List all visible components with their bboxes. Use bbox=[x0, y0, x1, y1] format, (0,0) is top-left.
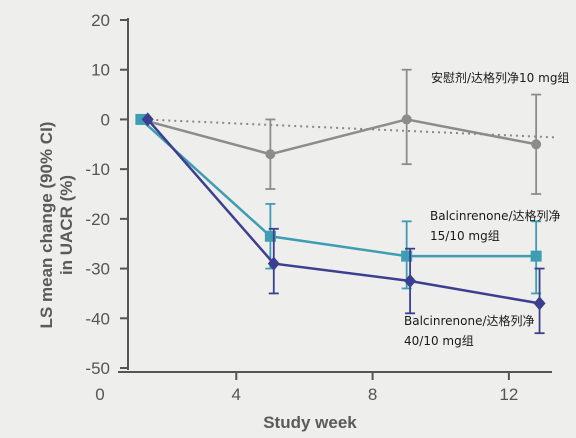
series-label-3: 40/10 mg组 bbox=[404, 334, 474, 348]
series-label-1: 安慰剂/达格列净10 mg组 bbox=[431, 70, 569, 85]
y-axis-title: LS mean change (90% CI) in UACR (%) bbox=[37, 122, 76, 329]
series-label-3: Balcinrenone/达格列净 bbox=[404, 313, 535, 328]
series bbox=[135, 68, 546, 335]
data-point bbox=[141, 112, 154, 127]
data-point bbox=[531, 139, 542, 150]
data-point bbox=[267, 256, 280, 271]
data-point bbox=[404, 274, 417, 288]
series-line bbox=[146, 118, 540, 305]
y-tick-label: -50 bbox=[85, 359, 110, 378]
y-axis-title-line2: in UACR (%) bbox=[57, 175, 76, 275]
y-tick-label: 0 bbox=[101, 110, 110, 129]
data-point bbox=[401, 250, 413, 262]
series-label-2: Balcinrenone/达格列净 bbox=[430, 208, 561, 223]
y-tick-label: -30 bbox=[85, 260, 110, 279]
y-tick-label: -20 bbox=[85, 210, 110, 229]
x-tick-label: 4 bbox=[232, 385, 241, 404]
series-3 bbox=[141, 112, 546, 335]
data-point bbox=[530, 250, 542, 262]
data-point bbox=[264, 230, 276, 242]
x-tick-label: 0 bbox=[95, 385, 104, 404]
series-line bbox=[140, 118, 537, 258]
series-labels: 安慰剂/达格列净10 mg组 Balcinrenone/达格列净 15/10 mg组… bbox=[404, 70, 569, 348]
y-tick-label: -40 bbox=[85, 309, 110, 328]
axes bbox=[118, 18, 552, 373]
ticks: 20 10 0 -10 -20 -30 -40 -50 0 4 8 12 bbox=[85, 11, 518, 404]
series-label-2: 15/10 mg组 bbox=[430, 229, 500, 243]
data-point bbox=[401, 114, 412, 125]
x-tick-label: 8 bbox=[368, 385, 377, 404]
y-tick-label: 10 bbox=[91, 61, 110, 80]
y-tick-label: -10 bbox=[85, 160, 110, 179]
series-line bbox=[140, 118, 537, 156]
data-point bbox=[533, 296, 546, 311]
y-tick-label: 20 bbox=[91, 11, 110, 30]
data-point bbox=[265, 149, 276, 160]
y-axis-title-line1: LS mean change (90% CI) bbox=[37, 122, 56, 329]
series-2 bbox=[135, 113, 542, 295]
x-tick-label: 12 bbox=[499, 385, 518, 404]
x-axis-title: Study week bbox=[263, 413, 357, 432]
data-point bbox=[135, 113, 147, 125]
